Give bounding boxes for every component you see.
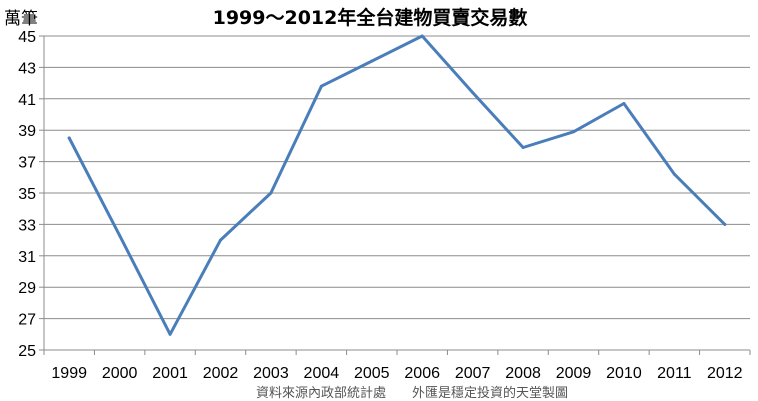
y-tick-label: 33	[18, 217, 36, 234]
x-tick-label: 2001	[152, 365, 188, 382]
x-tick-label: 2005	[354, 365, 390, 382]
y-tick-label: 43	[18, 60, 36, 77]
data-point	[521, 146, 525, 149]
chart-title: 1999～2012年全台建物買賣交易數	[213, 6, 528, 29]
y-axis-unit-label: 萬筆	[4, 9, 38, 29]
x-tick-label: 2011	[657, 365, 692, 382]
y-tick-label: 27	[18, 312, 36, 329]
data-point	[269, 191, 273, 195]
y-tick-label: 37	[18, 155, 36, 172]
x-tick-label: 2000	[102, 365, 138, 382]
x-tick-label: 2009	[556, 365, 592, 382]
y-tick-label: 39	[18, 123, 36, 140]
data-point	[672, 172, 676, 176]
data-point	[471, 91, 475, 94]
y-tick-label: 25	[18, 343, 36, 360]
y-tick-label: 45	[18, 29, 36, 46]
data-series	[67, 34, 727, 336]
x-tick-label: 2012	[707, 365, 743, 382]
x-tick-label: 2002	[203, 365, 239, 382]
y-tick-label: 31	[18, 249, 36, 266]
data-point	[67, 136, 71, 140]
gridlines	[44, 35, 750, 320]
data-point	[219, 238, 222, 242]
x-tick-label: 2004	[304, 365, 340, 382]
y-axis-ticks: 25 27 29 31 33 35 37 39 41 43 45	[18, 29, 44, 360]
data-point	[319, 84, 323, 88]
x-tick-label: 2010	[606, 365, 642, 382]
x-tick-label: 2006	[404, 365, 440, 382]
data-point	[622, 102, 626, 105]
y-tick-label: 35	[18, 186, 36, 203]
x-tick-label: 2007	[455, 365, 491, 382]
data-point	[118, 233, 122, 237]
source-note: 資料來源內政部統計處 外匯是穩定投資的天堂製圖	[256, 385, 568, 401]
x-tick-label: 2003	[253, 365, 289, 382]
x-axis-ticks: 1999 2000 2001 2002 2003 2004 2005 2006 2007 2008…	[43, 350, 751, 382]
data-point	[168, 332, 172, 336]
data-point	[370, 59, 374, 63]
series-line	[67, 34, 727, 336]
y-tick-label: 41	[18, 92, 36, 109]
y-tick-label: 29	[18, 280, 36, 297]
x-tick-label: 1999	[51, 365, 87, 382]
x-tick-label: 2008	[505, 365, 541, 382]
data-point	[572, 130, 575, 134]
data-point	[723, 222, 727, 226]
axes	[43, 36, 750, 351]
data-point	[420, 34, 424, 38]
